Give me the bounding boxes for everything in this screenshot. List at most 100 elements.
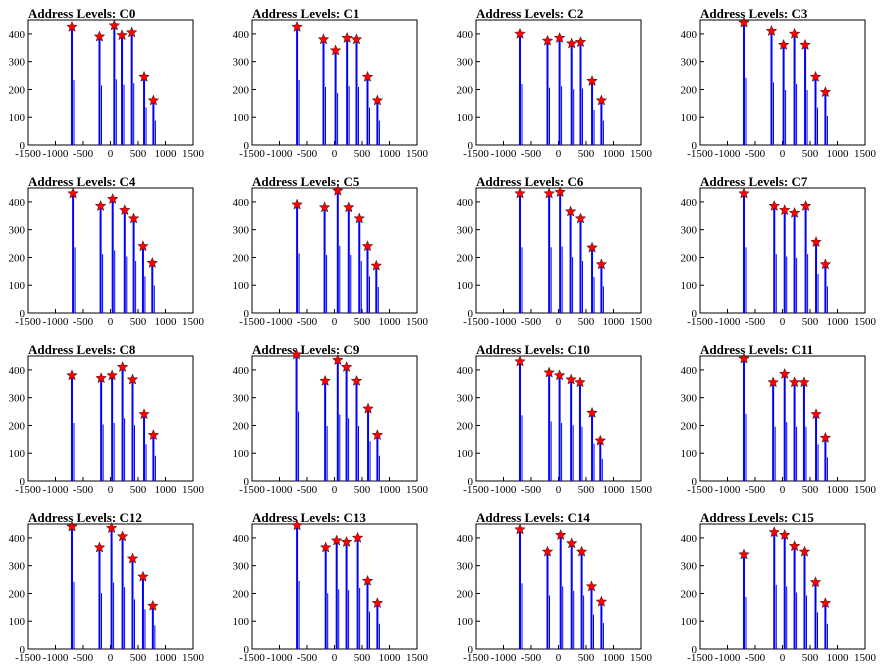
x-tick-label: 0 <box>780 652 786 664</box>
x-tick-label: 1500 <box>854 316 877 328</box>
panel-title: Address Levels: C1 <box>252 6 359 21</box>
peak-marker <box>330 534 343 546</box>
y-tick-label: 300 <box>233 393 250 405</box>
peak-marker <box>341 32 353 43</box>
y-tick-label: 100 <box>233 280 250 292</box>
x-tick-label: 1500 <box>182 148 205 160</box>
peak-marker <box>553 369 566 381</box>
x-tick-label: -1500 <box>463 316 489 328</box>
x-tick-label: -1500 <box>463 484 489 496</box>
panel-title: Address Levels: C11 <box>700 342 813 357</box>
peak-marker <box>788 27 801 39</box>
x-tick-label: -1500 <box>239 316 265 328</box>
y-tick-label: 400 <box>9 365 26 377</box>
x-tick-label: 1000 <box>379 316 402 328</box>
x-tick-label: 1500 <box>854 148 877 160</box>
y-tick-label: 200 <box>233 420 250 432</box>
peak-marker <box>147 429 160 441</box>
y-tick-label: 0 <box>468 476 474 488</box>
y-tick-label: 100 <box>681 448 698 460</box>
y-tick-label: 400 <box>681 533 698 545</box>
peak-marker <box>798 545 811 557</box>
peak-marker <box>127 212 140 224</box>
plot-frame <box>27 523 194 650</box>
x-tick-label: 1500 <box>630 316 653 328</box>
peak-marker <box>343 201 355 213</box>
x-tick-label: -1000 <box>715 148 741 160</box>
peak-marker <box>767 376 779 388</box>
y-tick-label: 400 <box>681 29 698 41</box>
x-tick-label: 500 <box>578 484 595 496</box>
y-tick-label: 100 <box>457 448 474 460</box>
x-tick-label: -1000 <box>491 316 517 328</box>
peak-marker <box>799 38 811 50</box>
x-tick-label: 0 <box>556 148 562 160</box>
y-tick-label: 200 <box>681 420 698 432</box>
peak-marker <box>353 212 365 224</box>
y-tick-label: 0 <box>468 140 474 152</box>
peak-marker <box>340 361 353 372</box>
x-tick-label: 0 <box>108 484 114 496</box>
x-tick-label: 0 <box>108 316 114 328</box>
panel-6: Address Levels: C6 0 100 200 300 400 -1500 -100… <box>457 174 653 328</box>
y-tick-label: 200 <box>457 252 474 264</box>
x-tick-label: -500 <box>297 652 318 664</box>
x-tick-label: 1000 <box>827 484 850 496</box>
x-tick-label: 0 <box>780 148 786 160</box>
y-tick-label: 0 <box>244 476 250 488</box>
panel-title: Address Levels: C7 <box>700 174 808 189</box>
panel-title: Address Levels: C5 <box>252 174 360 189</box>
peak-marker <box>93 30 106 42</box>
peak-marker <box>317 33 330 45</box>
x-tick-label: 1000 <box>603 316 626 328</box>
x-tick-label: -1500 <box>239 148 265 160</box>
peak-marker <box>361 240 374 252</box>
y-tick-label: 300 <box>681 57 698 69</box>
x-tick-label: -500 <box>745 316 766 328</box>
y-tick-label: 100 <box>681 616 698 628</box>
y-tick-label: 100 <box>9 448 26 460</box>
peak-marker <box>105 522 118 534</box>
peak-marker <box>768 526 780 538</box>
x-tick-label: 0 <box>556 316 562 328</box>
peak-marker <box>595 94 608 106</box>
x-tick-label: 500 <box>802 148 819 160</box>
peak-marker <box>574 376 586 388</box>
panel-4: Address Levels: C4 0 100 200 300 400 -1500 -100… <box>9 174 205 328</box>
panel-8: Address Levels: C8 0 100 200 300 400 -1500 -100… <box>9 342 205 496</box>
y-tick-label: 300 <box>9 393 26 405</box>
y-tick-label: 200 <box>681 588 698 600</box>
x-tick-label: 500 <box>802 316 819 328</box>
peak-marker <box>585 580 598 592</box>
y-tick-label: 100 <box>233 112 250 124</box>
y-tick-label: 100 <box>457 280 474 292</box>
y-tick-label: 400 <box>457 533 474 545</box>
peak-marker <box>93 541 106 553</box>
peak-marker <box>810 236 822 248</box>
x-tick-label: -500 <box>297 484 318 496</box>
peak-marker <box>108 19 121 31</box>
peak-marker <box>564 205 577 217</box>
x-tick-label: 1000 <box>603 484 626 496</box>
x-tick-label: -1000 <box>715 316 741 328</box>
panel-1: Address Levels: C1 0 100 200 300 400 -1500 -100… <box>233 6 429 160</box>
peak-marker <box>66 520 78 532</box>
y-tick-label: 0 <box>244 644 250 656</box>
peak-marker <box>574 212 587 224</box>
peak-marker <box>765 25 778 36</box>
x-tick-label: 500 <box>354 316 371 328</box>
peak-marker <box>361 574 374 586</box>
x-tick-label: 500 <box>802 484 819 496</box>
x-tick-label: -500 <box>73 652 94 664</box>
peak-marker <box>768 200 780 211</box>
panel-2: Address Levels: C2 0 100 200 300 400 -1500 -100… <box>457 6 653 160</box>
y-tick-label: 100 <box>457 616 474 628</box>
panel-title: Address Levels: C0 <box>28 6 135 21</box>
peak-marker <box>370 259 383 271</box>
panel-3: Address Levels: C3 0 100 200 300 400 -1500 -100… <box>681 6 877 160</box>
peak-marker <box>586 241 598 253</box>
x-tick-label: 1000 <box>155 148 178 160</box>
y-tick-label: 200 <box>457 420 474 432</box>
plot-frame <box>699 19 866 146</box>
